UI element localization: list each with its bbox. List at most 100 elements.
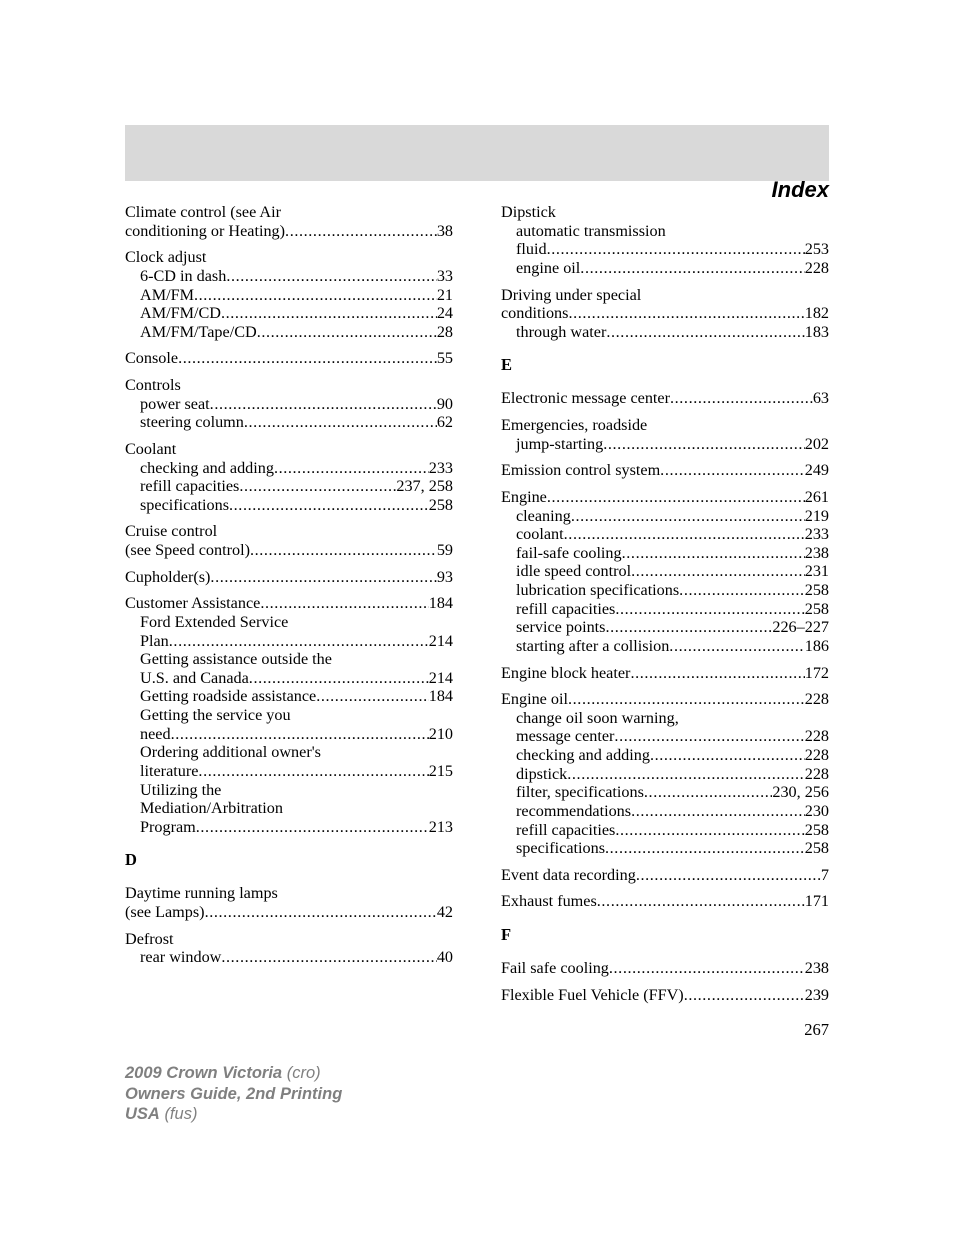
dot-leader (257, 323, 437, 342)
page-ref: 24 (437, 304, 453, 323)
index-row: service points226–227 (501, 618, 829, 637)
page-ref: 55 (437, 349, 453, 368)
index-row: Daytime running lamps (125, 884, 453, 903)
index-entry: Console55 (125, 349, 453, 368)
index-label: literature (140, 762, 198, 781)
dot-leader (285, 222, 437, 241)
dot-leader (547, 240, 805, 259)
index-label: U.S. and Canada (140, 669, 249, 688)
dot-leader (631, 562, 805, 581)
index-label: Daytime running lamps (125, 884, 278, 903)
dot-leader (564, 525, 805, 544)
index-label: engine oil (516, 259, 580, 278)
index-row: Utilizing the (125, 781, 453, 800)
index-label: specifications (140, 496, 229, 515)
index-entry: Cupholder(s)93 (125, 568, 453, 587)
dot-leader (580, 259, 804, 278)
header-bar: Index (125, 125, 829, 181)
index-label: Defrost (125, 930, 174, 949)
dot-leader (169, 632, 429, 651)
index-row: Driving under special (501, 286, 829, 305)
index-row: Clock adjust (125, 248, 453, 267)
dot-leader (679, 581, 805, 600)
index-label: coolant (516, 525, 564, 544)
index-row: refill capacities237, 258 (125, 477, 453, 496)
dot-leader (614, 727, 804, 746)
dot-leader (178, 349, 437, 368)
dot-leader (568, 304, 804, 323)
dot-leader (196, 818, 429, 837)
index-row: jump-starting202 (501, 435, 829, 454)
index-row: AM/FM/Tape/CD28 (125, 323, 453, 342)
index-row: specifications258 (501, 839, 829, 858)
index-row: change oil soon warning, (501, 709, 829, 728)
footer-line-2: Owners Guide, 2nd Printing (125, 1084, 342, 1105)
page-ref: 230 (805, 802, 829, 821)
index-label: Electronic message center (501, 389, 670, 408)
index-row: automatic transmission (501, 222, 829, 241)
index-row: U.S. and Canada214 (125, 669, 453, 688)
page-ref: 214 (429, 632, 453, 651)
index-row: Ordering additional owner's (125, 743, 453, 762)
index-label: message center (516, 727, 614, 746)
dot-leader (636, 866, 821, 885)
dot-leader (660, 461, 805, 480)
index-row: Mediation/Arbitration (125, 799, 453, 818)
index-row: Flexible Fuel Vehicle (FFV)239 (501, 986, 829, 1005)
page-ref: 233 (429, 459, 453, 478)
index-label: Emission control system (501, 461, 660, 480)
index-row: filter, specifications230, 256 (501, 783, 829, 802)
index-label: AM/FM (140, 286, 194, 305)
index-label: Fail safe cooling (501, 959, 609, 978)
page-ref: 228 (805, 765, 829, 784)
index-row: Engine oil228 (501, 690, 829, 709)
index-label: steering column (140, 413, 244, 432)
index-label: lubrication specifications (516, 581, 679, 600)
dot-leader (547, 488, 805, 507)
page-ref: 186 (805, 637, 829, 656)
index-entry: Climate control (see Airconditioning or … (125, 203, 453, 240)
index-label: Cruise control (125, 522, 217, 541)
index-label: Dipstick (501, 203, 556, 222)
dot-leader (606, 323, 804, 342)
dot-leader (210, 568, 436, 587)
page-ref: 7 (821, 866, 829, 885)
index-entry: Flexible Fuel Vehicle (FFV)239 (501, 986, 829, 1005)
page-ref: 90 (437, 395, 453, 414)
page-ref: 228 (805, 746, 829, 765)
index-entry: Exhaust fumes171 (501, 892, 829, 911)
index-label: filter, specifications (516, 783, 644, 802)
page-ref: 237, 258 (396, 477, 453, 496)
dot-leader (684, 986, 805, 1005)
index-row: power seat90 (125, 395, 453, 414)
index-entry: Engine261cleaning219coolant233fail-safe … (501, 488, 829, 656)
index-row: Event data recording7 (501, 866, 829, 885)
page-ref: 258 (805, 600, 829, 619)
page-ref: 183 (805, 323, 829, 342)
index-label: Engine oil (501, 690, 568, 709)
index-row: Cupholder(s)93 (125, 568, 453, 587)
dot-leader (316, 687, 429, 706)
dot-leader (244, 413, 437, 432)
index-label: Driving under special (501, 286, 641, 305)
index-label: Customer Assistance (125, 594, 260, 613)
index-row: starting after a collision186 (501, 637, 829, 656)
page-ref: 33 (437, 267, 453, 286)
page-ref: 21 (437, 286, 453, 305)
index-label: cleaning (516, 507, 571, 526)
page-ref: 59 (437, 541, 453, 560)
index-row: through water183 (501, 323, 829, 342)
index-row: (see Lamps)42 (125, 903, 453, 922)
footer: 2009 Crown Victoria (cro) Owners Guide, … (125, 1063, 342, 1125)
page-ref: 233 (805, 525, 829, 544)
section-letter: F (501, 925, 829, 945)
dot-leader (221, 304, 437, 323)
index-entry: Electronic message center63 (501, 389, 829, 408)
index-row: refill capacities258 (501, 600, 829, 619)
left-column: Climate control (see Airconditioning or … (125, 203, 453, 1040)
index-row: Console55 (125, 349, 453, 368)
index-row: Getting the service you (125, 706, 453, 725)
index-row: literature215 (125, 762, 453, 781)
page-ref: 258 (805, 839, 829, 858)
index-label: need (140, 725, 171, 744)
